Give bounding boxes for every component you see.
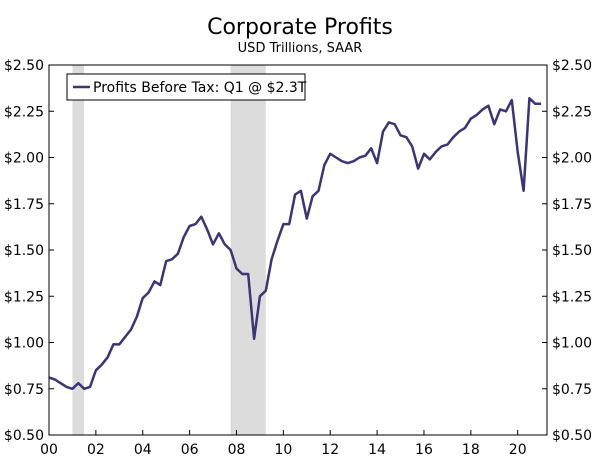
chart-title: Corporate Profits — [207, 15, 393, 40]
series-line — [48, 97, 542, 391]
y-tick-label-left: $1.00 — [4, 336, 44, 352]
x-tick-label: 00 — [40, 442, 58, 458]
y-tick-label-left: $1.25 — [4, 289, 44, 305]
x-tick-label: 10 — [274, 442, 292, 458]
axis-ticks — [48, 64, 547, 436]
x-tick-label: 14 — [368, 442, 386, 458]
x-tick-label: 16 — [415, 442, 433, 458]
y-tick-label-left: $0.75 — [4, 382, 44, 398]
y-tick-label-left: $2.50 — [4, 58, 44, 74]
chart-subtitle: USD Trillions, SAAR — [238, 41, 363, 56]
y-tick-label-right: $2.00 — [552, 151, 592, 167]
legend-box — [66, 73, 306, 101]
series-lines — [48, 97, 542, 391]
y-tick-label-right: $0.50 — [552, 428, 592, 444]
y-tick-label-right: $2.25 — [552, 104, 592, 120]
y-tick-label-right: $1.75 — [552, 197, 592, 213]
y-tick-label-left: $0.50 — [4, 428, 44, 444]
y-tick-label-left: $1.75 — [4, 197, 44, 213]
x-tick-label: 02 — [87, 442, 105, 458]
y-tick-label-left: $2.00 — [4, 151, 44, 167]
legend: Profits Before Tax: Q1 @ $2.3T — [66, 73, 307, 101]
x-tick-label: 12 — [321, 442, 339, 458]
y-tick-label-left: $1.50 — [4, 243, 44, 259]
x-tick-label: 20 — [509, 442, 527, 458]
x-tick-label: 18 — [462, 442, 480, 458]
legend-label: Profits Before Tax: Q1 @ $2.3T — [93, 80, 307, 96]
x-tick-label: 08 — [228, 442, 246, 458]
recession-band — [230, 65, 266, 435]
x-axis-labels: 00 02 04 06 08 10 12 14 16 18 20 — [40, 442, 527, 458]
recession-bands — [72, 65, 266, 435]
y-tick-label-right: $0.75 — [552, 382, 592, 398]
y-tick-label-right: $1.25 — [552, 289, 592, 305]
recession-band — [72, 65, 85, 435]
y-tick-label-right: $1.50 — [552, 243, 592, 259]
x-tick-label: 04 — [134, 442, 152, 458]
x-tick-label: 06 — [181, 442, 199, 458]
y-tick-label-right: $1.00 — [552, 336, 592, 352]
y-tick-label-right: $2.50 — [552, 58, 592, 74]
y-axis-right-labels: $0.50 $0.75 $1.00 $1.25 $1.50 $1.75 $2.00 $2.25… — [552, 58, 592, 444]
y-tick-label-left: $2.25 — [4, 104, 44, 120]
plot-frame — [48, 64, 548, 436]
y-axis-left-labels: $0.50 $0.75 $1.00 $1.25 $1.50 $1.75 $2.00 $2.25… — [4, 58, 44, 444]
